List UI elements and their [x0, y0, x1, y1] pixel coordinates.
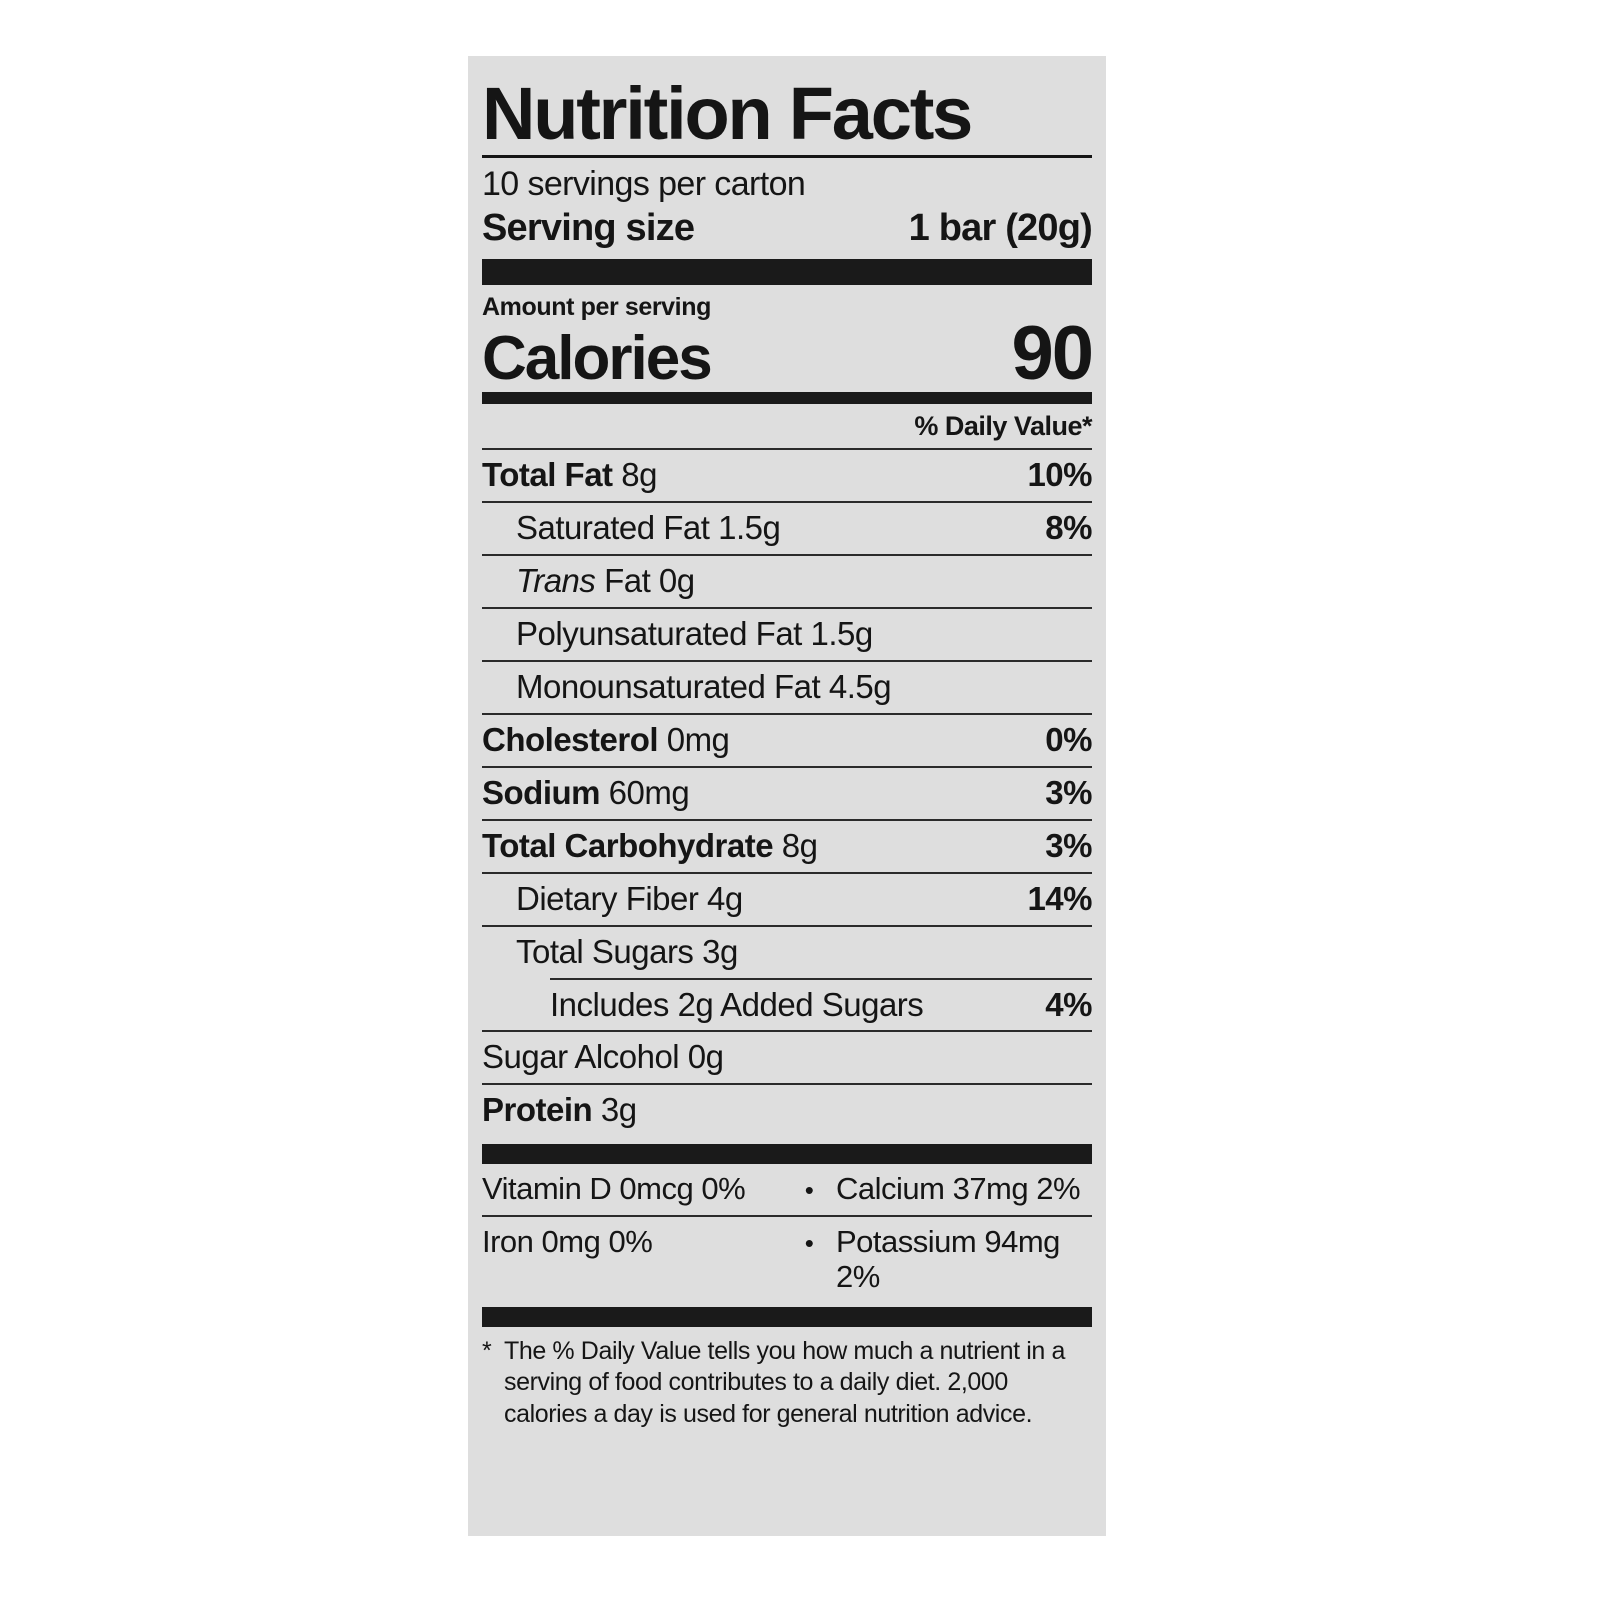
sodium-dv: 3% — [1045, 773, 1092, 811]
serving-size-row: Serving size 1 bar (20g) — [482, 204, 1093, 259]
row-protein: Protein 3g — [482, 1085, 1092, 1136]
serving-size-value: 1 bar (20g) — [908, 207, 1093, 250]
divider — [482, 606, 1092, 609]
divider — [482, 1215, 1092, 1218]
sugar-alcohol-label: Sugar Alcohol 0g — [482, 1038, 724, 1076]
row-sodium: Sodium 60mg 3% — [482, 768, 1092, 819]
row-polyunsaturated-fat: Polyunsaturated Fat 1.5g — [482, 609, 1092, 660]
dietary-fiber-dv: 14% — [1027, 879, 1092, 917]
nutrition-facts-panel: Nutrition Facts 10 servings per carton S… — [468, 56, 1106, 1536]
cholesterol-label: Cholesterol — [482, 720, 659, 758]
saturated-fat-label: Saturated Fat 1.5g — [516, 508, 781, 546]
trans-fat-rest: Fat 0g — [595, 561, 695, 599]
protein-amount: 3g — [592, 1091, 637, 1129]
sodium-label: Sodium — [482, 773, 601, 811]
monounsaturated-fat-label: Monounsaturated Fat 4.5g — [516, 667, 892, 705]
total-carbohydrate-amount: 8g — [773, 826, 818, 864]
dietary-fiber-label: Dietary Fiber 4g — [516, 879, 743, 917]
calories-underline — [482, 391, 1092, 404]
divider — [482, 1083, 1092, 1086]
trans-fat-italic: Trans — [516, 561, 596, 599]
label-title: Nutrition Facts — [482, 72, 973, 155]
divider — [482, 1030, 1092, 1033]
calories-value: 90 — [1011, 310, 1094, 396]
divider — [482, 924, 1092, 927]
potassium-label: Potassium 94mg 2% — [836, 1224, 1060, 1294]
total-fat-dv: 10% — [1027, 455, 1092, 493]
row-vitamin-d-calcium: Vitamin D 0mcg 0% • Calcium 37mg 2% — [482, 1164, 1092, 1215]
amount-per-serving-label: Amount per serving — [482, 292, 711, 321]
row-total-carbohydrate: Total Carbohydrate 8g 3% — [482, 821, 1092, 872]
row-added-sugars: Includes 2g Added Sugars 4% — [482, 980, 1092, 1031]
calories-row: Calories 90 — [482, 310, 1094, 396]
iron-label: Iron 0mg 0% — [482, 1224, 653, 1260]
bullet-icon: • — [804, 1175, 814, 1206]
total-fat-label: Total Fat — [482, 455, 613, 493]
divider-inset — [550, 977, 1092, 980]
bullet-icon: • — [804, 1228, 814, 1259]
thick-separator-footnote — [482, 1306, 1092, 1327]
saturated-fat-dv: 8% — [1045, 508, 1092, 546]
footnote: * The % Daily Value tells you how much a… — [482, 1327, 1092, 1431]
calcium-label: Calcium 37mg 2% — [836, 1171, 1081, 1207]
divider — [482, 871, 1092, 874]
row-total-fat: Total Fat 8g 10% — [482, 450, 1092, 501]
divider — [482, 447, 1092, 450]
thick-separator-vitamins — [482, 1144, 1092, 1165]
divider — [482, 765, 1092, 768]
row-iron-potassium: Iron 0mg 0% • Potassium 94mg 2% — [482, 1217, 1092, 1302]
title-underline — [482, 155, 1092, 159]
footnote-star: * — [482, 1336, 492, 1365]
divider — [482, 818, 1092, 821]
divider — [482, 500, 1092, 503]
divider — [482, 659, 1092, 662]
cholesterol-dv: 0% — [1045, 720, 1092, 758]
vitamin-d-label: Vitamin D 0mcg 0% — [482, 1171, 746, 1207]
total-sugars-label: Total Sugars 3g — [516, 932, 738, 970]
row-saturated-fat: Saturated Fat 1.5g 8% — [482, 503, 1092, 554]
row-total-sugars: Total Sugars 3g — [482, 927, 1092, 978]
row-cholesterol: Cholesterol 0mg 0% — [482, 715, 1092, 766]
row-sugar-alcohol: Sugar Alcohol 0g — [482, 1032, 1092, 1083]
divider — [482, 712, 1092, 715]
cholesterol-amount: 0mg — [658, 720, 730, 758]
sodium-amount: 60mg — [600, 773, 690, 811]
calories-label: Calories — [482, 323, 713, 393]
daily-value-header: % Daily Value* — [914, 410, 1092, 441]
divider — [482, 553, 1092, 556]
polyunsaturated-fat-label: Polyunsaturated Fat 1.5g — [516, 614, 873, 652]
servings-per-container: 10 servings per carton — [482, 165, 806, 204]
row-trans-fat: Trans Fat 0g — [482, 556, 1092, 607]
total-fat-amount: 8g — [612, 455, 657, 493]
footnote-text: The % Daily Value tells you how much a n… — [504, 1336, 1065, 1428]
added-sugars-dv: 4% — [1045, 985, 1092, 1023]
total-carbohydrate-label: Total Carbohydrate — [482, 826, 774, 864]
total-carbohydrate-dv: 3% — [1045, 826, 1092, 864]
serving-size-label: Serving size — [482, 207, 695, 250]
protein-label: Protein — [482, 1091, 593, 1129]
row-dietary-fiber: Dietary Fiber 4g 14% — [482, 874, 1092, 925]
thick-separator-top — [482, 258, 1092, 285]
row-monounsaturated-fat: Monounsaturated Fat 4.5g — [482, 662, 1092, 713]
added-sugars-label: Includes 2g Added Sugars — [550, 985, 924, 1023]
